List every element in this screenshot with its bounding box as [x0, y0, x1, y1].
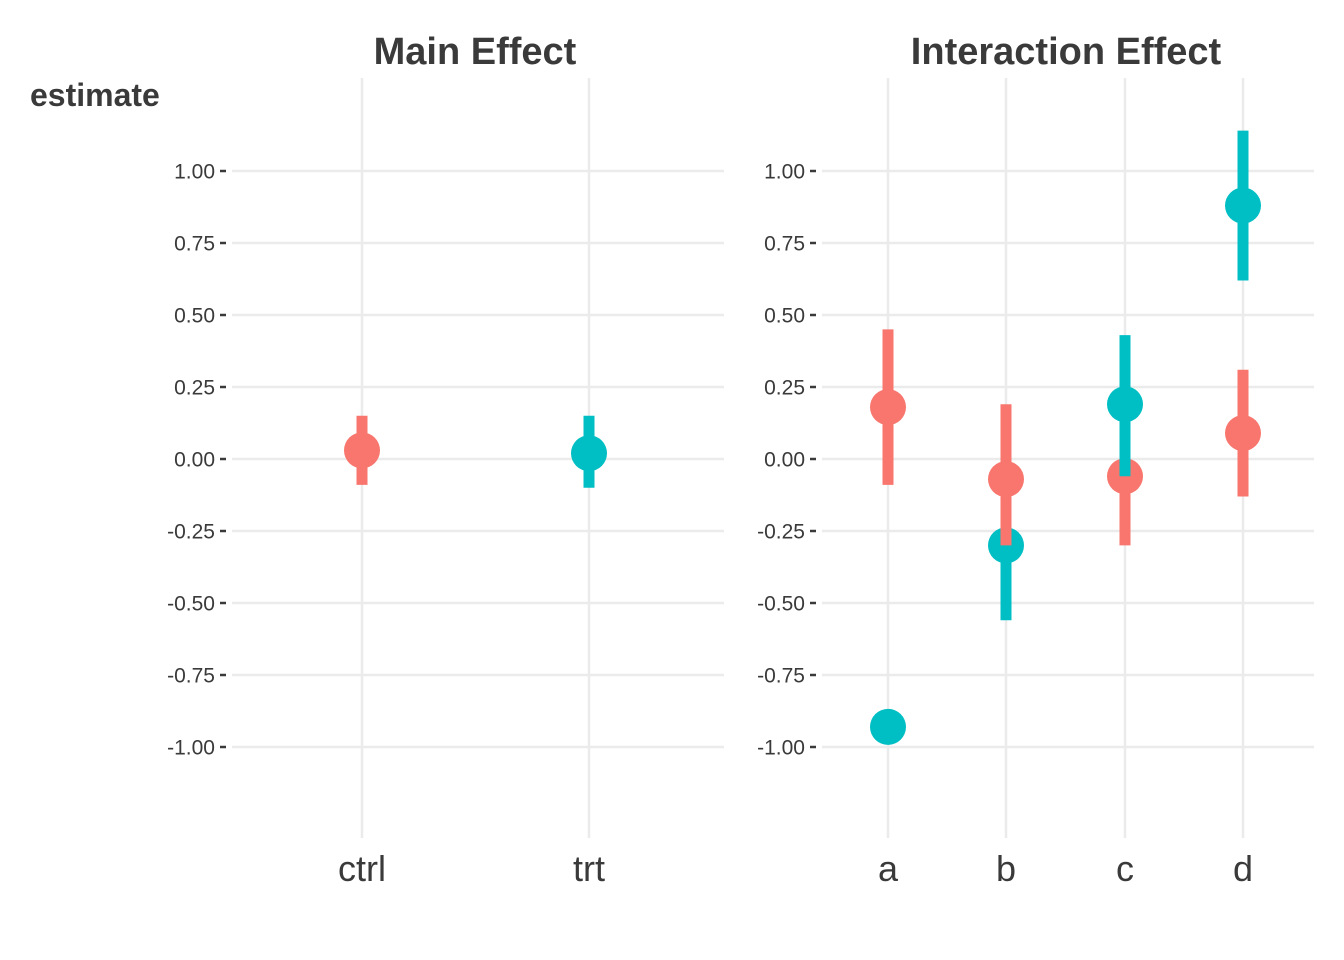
y-tick-label: -1.00 — [757, 737, 805, 760]
data-point — [988, 461, 1024, 498]
panel-title-main-effect: Main Effect — [374, 31, 577, 73]
x-axis-interaction-effect: a b c d — [878, 848, 1253, 889]
y-tick-label: 0.50 — [764, 305, 805, 328]
data-point-group-c-2 — [1107, 335, 1143, 477]
data-point-group-d-2 — [1225, 130, 1261, 281]
y-tick-label: -0.75 — [167, 665, 215, 688]
x-tick-label-ctrl: ctrl — [338, 848, 386, 889]
y-tick-label: 0.25 — [764, 377, 805, 400]
marks-main-effect — [344, 415, 607, 488]
x-axis-main-effect: ctrl trt — [338, 848, 605, 889]
y-axis-title: estimate — [30, 77, 160, 113]
marks-interaction-effect — [870, 130, 1261, 745]
y-tick-label: 0.25 — [174, 377, 215, 400]
y-tick-label: -1.00 — [167, 737, 215, 760]
y-tick-label: -0.50 — [757, 593, 805, 616]
y-tick-label: -0.25 — [167, 521, 215, 544]
data-point — [870, 389, 906, 426]
panel-title-interaction-effect: Interaction Effect — [911, 31, 1222, 73]
grid-main-effect — [232, 78, 724, 838]
panel-interaction-effect: Interaction Effect 1.00 0.75 0.50 0.25 0.00 -… — [757, 31, 1314, 889]
x-tick-label-trt: trt — [573, 848, 605, 889]
data-point — [1225, 415, 1261, 452]
y-tick-label: 1.00 — [174, 161, 215, 184]
data-point-group-trt-2 — [571, 415, 607, 488]
x-tick-label-b: b — [996, 848, 1016, 889]
y-tick-label: -0.75 — [757, 665, 805, 688]
y-tick-label: 0.75 — [764, 233, 805, 256]
y-tick-label: 0.75 — [174, 233, 215, 256]
data-point-group-ctrl-1 — [344, 415, 380, 485]
data-point-group-a-1 — [870, 329, 906, 485]
y-tick-label: 0.00 — [764, 449, 805, 472]
y-tick-label: -0.25 — [757, 521, 805, 544]
y-axis-main-effect: 1.00 0.75 0.50 0.25 0.00 -0.25 -0.50 -0.75 -1.00 — [167, 161, 226, 760]
data-point — [1225, 187, 1261, 224]
data-point — [344, 432, 380, 469]
y-axis-interaction-effect: 1.00 0.75 0.50 0.25 0.00 -0.25 -0.50 -0.75 -1.00 — [757, 161, 816, 760]
x-tick-label-a: a — [878, 848, 899, 889]
x-tick-label-d: d — [1233, 848, 1253, 889]
data-point-group-d-1 — [1225, 369, 1261, 497]
data-point — [870, 708, 906, 745]
y-tick-label: 0.00 — [174, 449, 215, 472]
data-point — [1107, 386, 1143, 423]
x-tick-label-c: c — [1116, 848, 1134, 889]
y-tick-label: 0.50 — [174, 305, 215, 328]
y-tick-label: -0.50 — [167, 593, 215, 616]
panel-main-effect: Main Effect estimate 1.00 0.75 0.50 0.25 0.0… — [30, 31, 724, 889]
data-point-group-a-2 — [870, 708, 906, 745]
data-point — [571, 435, 607, 472]
data-point-group-b-1 — [988, 404, 1024, 546]
y-tick-label: 1.00 — [764, 161, 805, 184]
